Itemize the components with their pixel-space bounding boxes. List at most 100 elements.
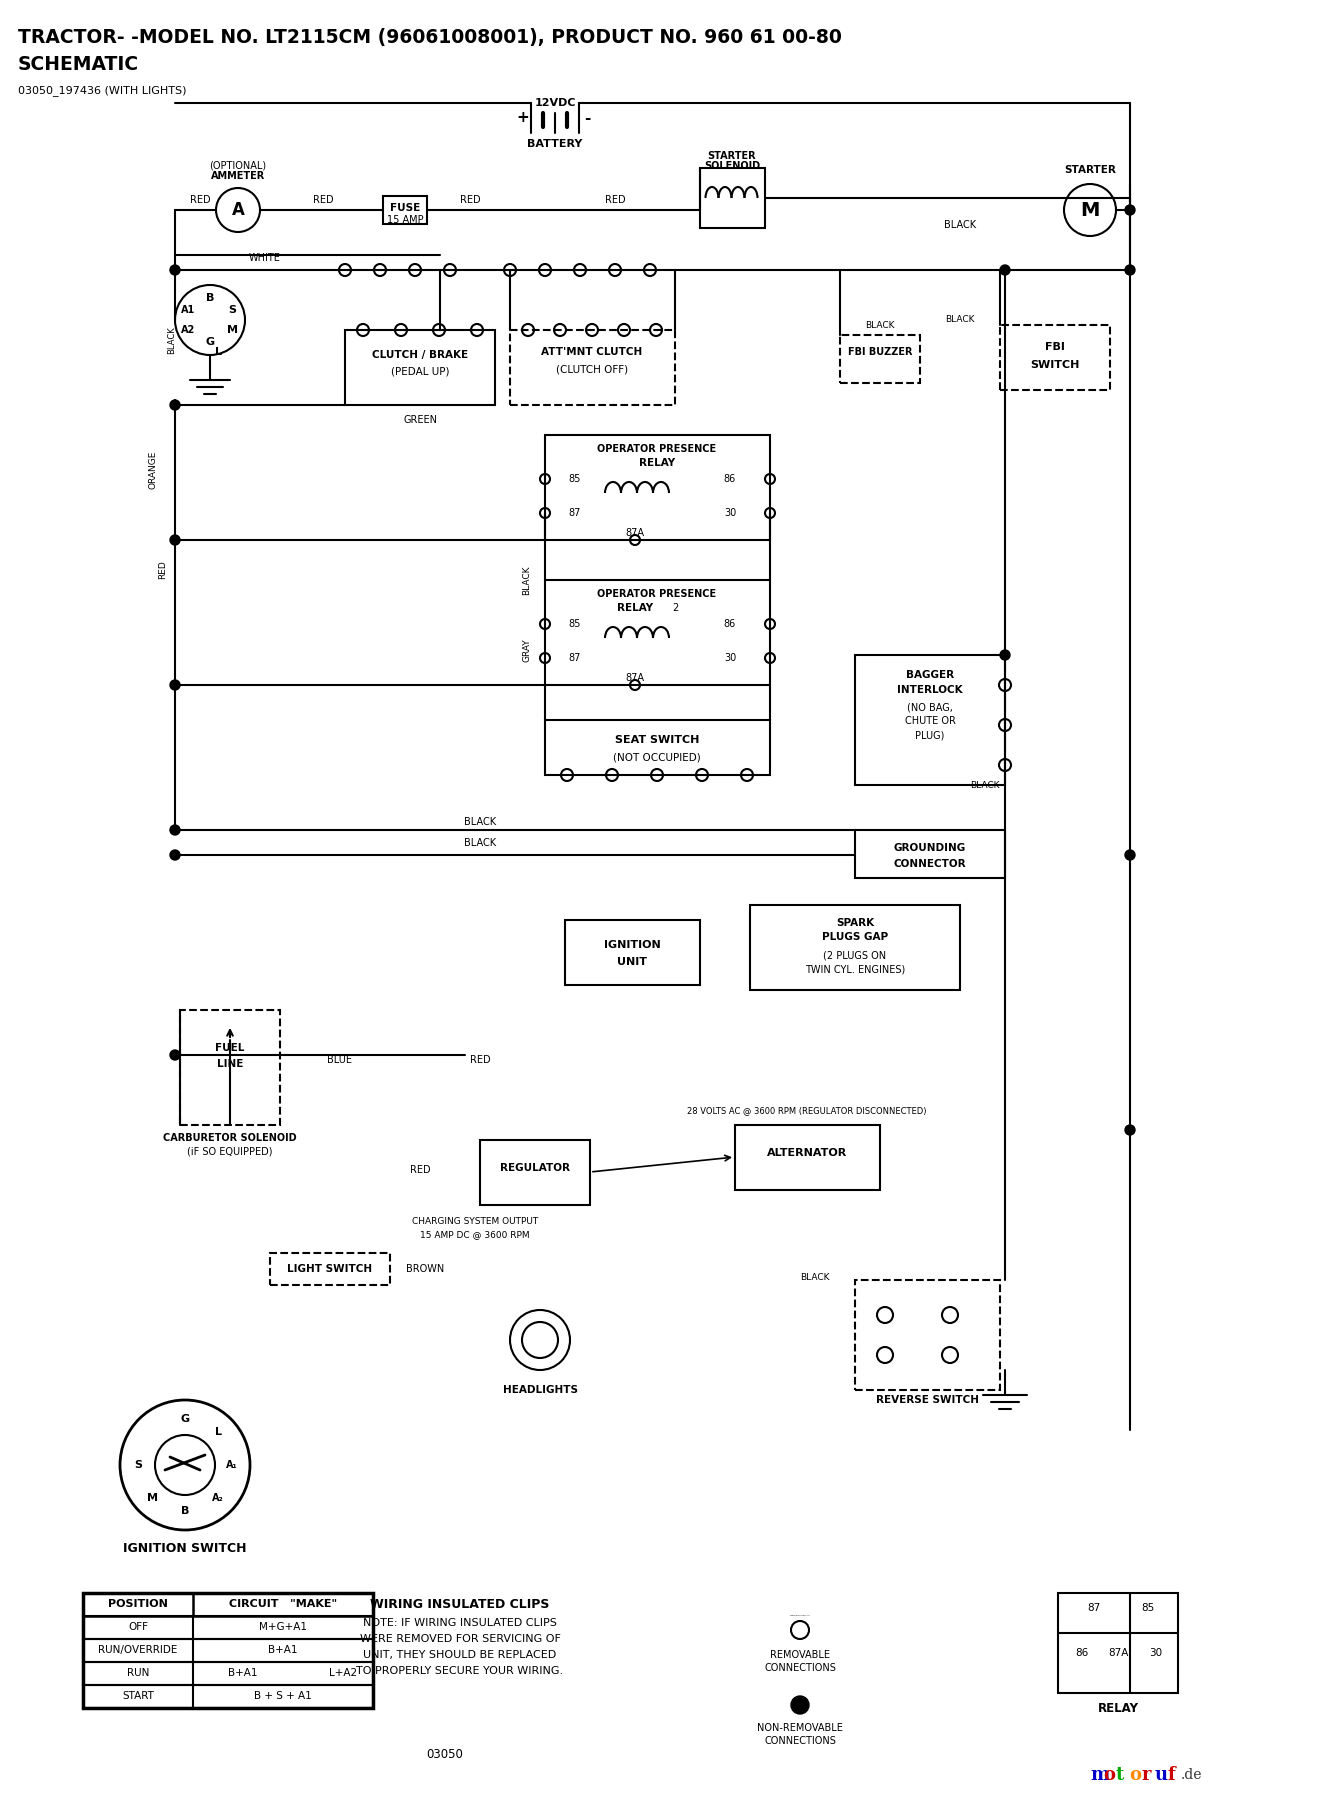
Text: 03050: 03050 [427,1748,463,1762]
Text: 12VDC: 12VDC [534,97,575,108]
Text: RUN/OVERRIDE: RUN/OVERRIDE [99,1645,178,1654]
Text: RED: RED [605,194,625,205]
Text: 87A: 87A [1108,1649,1128,1658]
Text: A1: A1 [180,304,195,315]
Bar [510,329,676,405]
Text: SPARK: SPARK [836,918,874,929]
Text: (iF SO EQUIPPED): (iF SO EQUIPPED) [187,1147,272,1157]
Bar [854,830,1005,878]
Bar [344,329,495,405]
Text: M: M [1080,200,1100,220]
Text: RED: RED [459,194,481,205]
Text: BLACK: BLACK [522,565,531,594]
Circle shape [792,1696,809,1714]
Text: OPERATOR PRESENCE: OPERATOR PRESENCE [598,589,717,599]
Text: (2 PLUGS ON: (2 PLUGS ON [824,950,886,959]
Circle shape [170,265,180,275]
Circle shape [170,400,180,410]
Bar [1059,1593,1177,1694]
Text: .de: .de [1181,1768,1203,1782]
Text: M: M [147,1492,158,1503]
Bar [854,1280,1000,1390]
Bar [83,1640,372,1661]
Text: S: S [134,1460,142,1471]
Text: L: L [215,1427,222,1436]
Text: SOLENOID: SOLENOID [704,160,760,171]
Text: TRACTOR- -MODEL NO. LT2115CM (96061008001), PRODUCT NO. 960 61 00-80: TRACTOR- -MODEL NO. LT2115CM (9606100800… [17,29,842,47]
Text: 87: 87 [569,508,581,518]
Bar [383,196,427,223]
Bar [83,1593,372,1616]
Text: B+A1: B+A1 [228,1669,258,1678]
Text: r: r [1141,1766,1152,1784]
Bar [270,1253,390,1285]
Text: OPERATOR PRESENCE: OPERATOR PRESENCE [598,445,717,454]
Text: BLACK: BLACK [167,326,176,355]
Text: RED: RED [410,1165,430,1175]
Bar [854,655,1005,785]
Text: B: B [206,293,214,302]
Text: SCHEMATIC: SCHEMATIC [17,56,139,74]
Text: RED: RED [312,194,334,205]
Text: ORANGE: ORANGE [148,450,158,490]
Text: CHARGING SYSTEM OUTPUT: CHARGING SYSTEM OUTPUT [413,1217,538,1226]
Bar [750,905,960,990]
Text: -: - [583,110,590,126]
Text: REMOVABLE: REMOVABLE [770,1651,830,1660]
Text: STARTER: STARTER [1064,166,1116,175]
Text: (PEDAL UP): (PEDAL UP) [391,367,450,376]
Text: M: M [227,326,238,335]
Text: LIGHT SWITCH: LIGHT SWITCH [287,1264,372,1274]
Text: RELAY: RELAY [1097,1701,1139,1714]
Text: L+A2: L+A2 [328,1669,356,1678]
Text: IGNITION SWITCH: IGNITION SWITCH [123,1541,247,1555]
Text: BROWN: BROWN [406,1264,445,1274]
Text: B: B [180,1507,190,1516]
Text: B + S + A1: B + S + A1 [254,1690,312,1701]
Text: PLUG): PLUG) [916,731,945,740]
Text: 87: 87 [569,653,581,662]
Text: 30: 30 [724,508,736,518]
Text: BAGGER: BAGGER [906,670,955,680]
Text: SEAT SWITCH: SEAT SWITCH [615,734,700,745]
Text: 87A: 87A [626,673,645,682]
Text: 86: 86 [724,473,736,484]
Circle shape [1000,650,1011,661]
Text: BATTERY: BATTERY [527,139,582,149]
Text: A2: A2 [180,326,195,335]
Text: L: L [215,347,222,356]
Text: FUSE: FUSE [390,203,421,212]
Text: REGULATOR: REGULATOR [501,1163,570,1174]
Text: t: t [1116,1766,1124,1784]
Text: NOTE: IF WIRING INSULATED CLIPS: NOTE: IF WIRING INSULATED CLIPS [363,1618,557,1627]
Text: BLACK: BLACK [971,781,1000,790]
Bar [1000,326,1109,391]
Text: m: m [1089,1766,1109,1784]
Text: FUEL: FUEL [215,1042,244,1053]
Circle shape [170,824,180,835]
Text: 85: 85 [569,473,581,484]
Text: A: A [231,202,244,220]
Text: GROUNDING: GROUNDING [894,842,967,853]
Text: 86: 86 [724,619,736,628]
Circle shape [1125,850,1135,860]
Text: RED: RED [159,560,167,580]
Text: u: u [1155,1766,1168,1784]
Text: RELAY: RELAY [617,603,653,614]
Circle shape [1125,205,1135,214]
Text: OFF: OFF [128,1622,148,1633]
Text: TWIN CYL. ENGINES): TWIN CYL. ENGINES) [805,965,905,974]
Bar [83,1616,372,1640]
Text: UNIT: UNIT [617,958,647,967]
Text: TO PROPERLY SECURE YOUR WIRING.: TO PROPERLY SECURE YOUR WIRING. [356,1667,563,1676]
Text: 2: 2 [672,603,678,614]
Text: START: START [121,1690,154,1701]
Text: 86: 86 [1076,1649,1088,1658]
Text: o: o [1103,1766,1115,1784]
Text: UNIT, THEY SHOULD BE REPLACED: UNIT, THEY SHOULD BE REPLACED [363,1651,557,1660]
Bar [840,335,920,383]
Text: G: G [180,1415,190,1424]
Text: LINE: LINE [216,1058,243,1069]
Text: BLACK: BLACK [465,817,497,826]
Bar [180,1010,280,1125]
